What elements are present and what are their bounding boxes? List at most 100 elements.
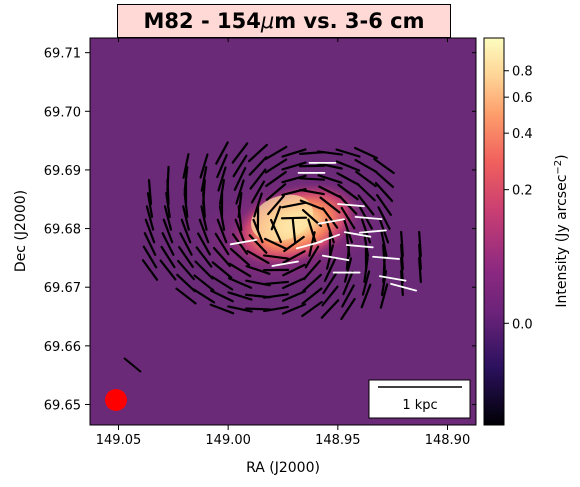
far-ir-vector (229, 247, 251, 267)
far-ir-vector (374, 181, 394, 203)
far-ir-vector (250, 180, 266, 204)
far-ir-vector (263, 254, 289, 260)
far-ir-vector (337, 183, 359, 201)
far-ir-vector (299, 188, 325, 196)
far-ir-vector (248, 143, 268, 163)
far-ir-vector (200, 166, 208, 192)
far-ir-vector (231, 142, 249, 164)
colorbar-tick-label: 0.4 (512, 127, 533, 142)
far-ir-vector (302, 273, 322, 293)
far-ir-vector (194, 260, 214, 280)
far-ir-vector (177, 259, 195, 281)
far-ir-vector (280, 216, 308, 220)
far-ir-vector (199, 153, 209, 179)
axes: 149.05 149.00 148.95 148.90 69.65 69.66 69.67 6… (44, 38, 476, 448)
far-ir-vector (249, 168, 267, 190)
far-ir-vector (361, 270, 371, 296)
far-ir-vector (317, 150, 343, 156)
far-ir-vector (318, 185, 342, 199)
far-ir-vector (210, 289, 234, 303)
colorbar-label: Intensity (Jy arcsec−2) (553, 154, 570, 307)
radio-vector (295, 240, 323, 250)
colorbar-tick-label: 0.8 (512, 65, 533, 80)
beam-marker (105, 389, 127, 411)
far-ir-vector (183, 191, 189, 219)
far-ir-vector (301, 300, 323, 318)
far-ir-vector (304, 245, 320, 269)
far-ir-vector (335, 160, 361, 172)
x-tick-label: 149.05 (96, 433, 142, 448)
far-ir-vector (281, 148, 307, 158)
far-ir-vector (182, 205, 190, 231)
far-ir-vector (301, 287, 323, 305)
far-ir-vector (197, 232, 211, 256)
far-ir-vector (175, 287, 197, 305)
radio-vector (345, 244, 374, 249)
far-ir-vector (227, 291, 253, 301)
far-ir-vector (162, 218, 174, 244)
far-ir-vector (380, 270, 388, 296)
far-ir-vector (182, 153, 190, 179)
far-ir-vector (377, 206, 391, 230)
far-ir-vector (195, 246, 213, 268)
far-ir-vector (341, 284, 355, 308)
far-ir-vector (233, 167, 247, 191)
far-ir-vector (244, 307, 272, 311)
far-ir-vector (248, 234, 268, 254)
far-ir-vector (281, 174, 307, 184)
far-ir-vector (354, 158, 378, 174)
far-ir-vector (298, 177, 326, 181)
far-ir-vector (335, 148, 361, 158)
far-ir-vector (145, 205, 155, 231)
far-ir-vector (218, 205, 226, 231)
far-ir-vector (178, 246, 194, 268)
colorbar-tick-label: 0.0 (512, 317, 533, 332)
far-ir-vector (356, 182, 376, 202)
far-ir-vector (146, 192, 154, 218)
far-ir-vector (192, 288, 216, 304)
radio-vector (317, 218, 345, 225)
radio-vector (378, 275, 407, 282)
vector-field (141, 141, 422, 321)
far-ir-vector (340, 297, 356, 321)
far-ir-vector (357, 194, 375, 216)
far-ir-vector (180, 218, 192, 244)
far-ir-vector (214, 232, 230, 256)
far-ir-vector (281, 290, 307, 302)
far-ir-vector (161, 232, 175, 256)
radio-vector (337, 203, 365, 208)
far-ir-vector (320, 299, 340, 319)
chart-title-mu: μ (260, 9, 275, 33)
y-tick-label: 69.65 (44, 398, 81, 413)
far-ir-vector (342, 218, 354, 244)
far-ir-vector (209, 303, 235, 315)
far-ir-vector (263, 293, 289, 299)
far-ir-vector (345, 243, 351, 271)
far-ir-vector (281, 201, 307, 209)
radio-vector (354, 215, 383, 221)
far-ir-vector (217, 166, 227, 192)
radio-vector (390, 282, 418, 292)
far-ir-vector (321, 207, 339, 229)
far-ir-vector (380, 231, 388, 257)
far-ir-vector (360, 283, 372, 309)
far-ir-vector (360, 218, 372, 244)
far-ir-vector (382, 256, 386, 284)
far-ir-vector (263, 305, 289, 313)
radio-vector (359, 229, 387, 234)
far-ir-vector (193, 274, 215, 292)
far-ir-vector (216, 218, 228, 244)
far-ir-vector (281, 303, 307, 315)
far-ir-vector (216, 153, 228, 179)
far-ir-vector (159, 259, 177, 281)
far-ir-vector (228, 262, 252, 278)
colorbar-tick-label: 0.6 (512, 91, 533, 106)
far-ir-vector (264, 145, 288, 161)
intensity-image (90, 38, 476, 425)
far-ir-vector (376, 194, 392, 216)
far-ir-vector (262, 280, 290, 286)
far-ir-vector (147, 178, 153, 206)
far-ir-vector (353, 146, 379, 160)
far-ir-vector (210, 275, 234, 291)
far-ir-vector (373, 157, 395, 175)
